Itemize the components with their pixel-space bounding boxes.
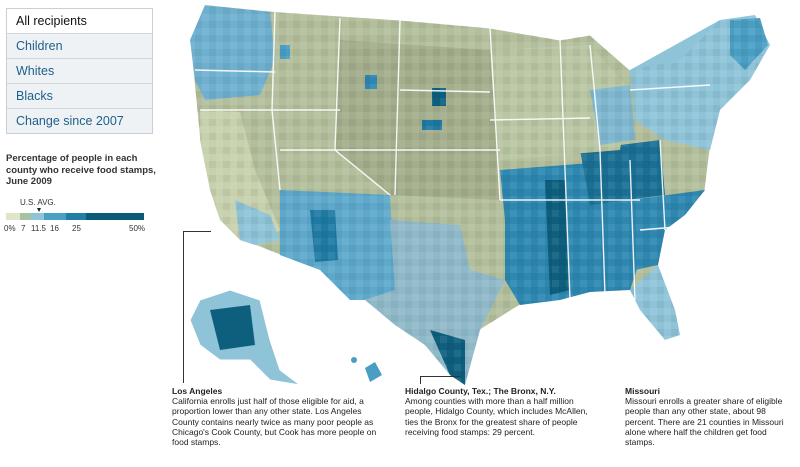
annotation-missouri-body: Missouri enrolls a greater share of elig…: [625, 396, 784, 448]
us-county-map[interactable]: [160, 0, 800, 390]
legend-average-label: U.S. AVG.: [20, 198, 56, 207]
legend-tick-16: 16: [50, 224, 59, 233]
legend-tick-25: 25: [72, 224, 81, 233]
alaska: [189, 289, 301, 386]
legend-title: Percentage of people in each county who …: [6, 153, 156, 187]
legend-color-scale: [6, 208, 144, 220]
legend-swatch-0: [6, 213, 20, 220]
annotation-hidalgo: Hidalgo County, Tex.; The Bronx, N.Y. Am…: [405, 386, 595, 437]
tab-blacks[interactable]: Blacks: [7, 83, 152, 108]
leader-line-la-vertical: [183, 231, 184, 383]
alaska-dark-region: [210, 305, 255, 350]
tab-all-recipients[interactable]: All recipients: [7, 9, 152, 33]
hawaii-island-big: [365, 362, 382, 382]
annotation-los-angeles: Los Angeles California enrolls just half…: [172, 386, 382, 447]
legend-swatch-3: [44, 213, 66, 220]
hawaii: [351, 357, 382, 382]
category-tabs: All recipients Children Whites Blacks Ch…: [6, 8, 153, 134]
annotation-los-angeles-title: Los Angeles: [172, 386, 223, 396]
leader-line-hidalgo-horizontal: [420, 376, 460, 377]
annotation-hidalgo-body: Among counties with more than a half mil…: [405, 396, 588, 437]
legend-swatch-1: [20, 213, 31, 220]
tab-whites[interactable]: Whites: [7, 58, 152, 83]
legend-tick-0: 0%: [4, 224, 16, 233]
legend-tick-11-5: 11.5: [31, 224, 46, 233]
annotation-missouri: Missouri Missouri enrolls a greater shar…: [625, 386, 795, 447]
tab-children[interactable]: Children: [7, 33, 152, 58]
annotation-missouri-title: Missouri: [625, 386, 660, 396]
annotation-los-angeles-body: California enrolls just half of those el…: [172, 396, 377, 448]
tab-change-since-2007[interactable]: Change since 2007: [7, 108, 152, 133]
leader-line-hidalgo-vertical: [420, 376, 421, 384]
contiguous-us: [189, 4, 771, 386]
county-texture-overlay: [190, 5, 770, 385]
annotation-hidalgo-title: Hidalgo County, Tex.; The Bronx, N.Y.: [405, 386, 556, 396]
legend-swatch-2: [31, 213, 44, 220]
legend-average-marker: [37, 208, 41, 212]
legend-tick-50: 50%: [129, 224, 146, 233]
legend-tick-7: 7: [21, 224, 26, 233]
leader-line-la-horizontal: [183, 231, 211, 232]
legend-swatch-5: [86, 213, 144, 220]
state-borders: [194, 11, 711, 301]
legend-swatch-4: [66, 213, 86, 220]
hawaii-island-small: [351, 357, 357, 363]
